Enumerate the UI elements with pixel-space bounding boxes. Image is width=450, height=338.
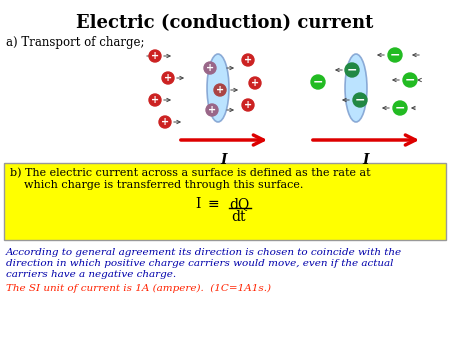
- Text: −: −: [405, 73, 415, 87]
- Text: −: −: [313, 75, 323, 89]
- Text: +: +: [164, 73, 172, 83]
- Circle shape: [403, 73, 417, 87]
- Text: dQ: dQ: [229, 197, 249, 211]
- Text: +: +: [208, 105, 216, 115]
- Circle shape: [311, 75, 325, 89]
- Text: −: −: [390, 48, 400, 62]
- Text: carriers have a negative charge.: carriers have a negative charge.: [6, 270, 176, 279]
- Text: direction in which positive charge carriers would move, even if the actual: direction in which positive charge carri…: [6, 259, 393, 268]
- Text: +: +: [251, 78, 259, 88]
- FancyBboxPatch shape: [4, 163, 446, 240]
- Text: +: +: [244, 55, 252, 65]
- Text: +: +: [244, 100, 252, 110]
- Circle shape: [345, 63, 359, 77]
- Text: −: −: [395, 101, 405, 115]
- Text: +: +: [151, 51, 159, 61]
- Text: +: +: [151, 95, 159, 105]
- Circle shape: [242, 99, 254, 111]
- Text: I: I: [221, 153, 227, 167]
- Text: I $\equiv$: I $\equiv$: [194, 195, 220, 211]
- Circle shape: [162, 72, 174, 84]
- Text: Electric (conduction) current: Electric (conduction) current: [76, 14, 373, 32]
- Text: +: +: [161, 117, 169, 127]
- Circle shape: [249, 77, 261, 89]
- Ellipse shape: [207, 54, 229, 122]
- Text: a) Transport of charge;: a) Transport of charge;: [6, 36, 144, 49]
- Circle shape: [206, 104, 218, 116]
- Circle shape: [353, 93, 367, 107]
- Circle shape: [159, 116, 171, 128]
- Ellipse shape: [345, 54, 367, 122]
- Circle shape: [393, 101, 407, 115]
- Text: The SI unit of current is 1A (ampere).  (1C=1A1s.): The SI unit of current is 1A (ampere). (…: [6, 284, 271, 293]
- Text: +: +: [206, 63, 214, 73]
- Text: b) The electric current across a surface is defined as the rate at: b) The electric current across a surface…: [10, 168, 371, 178]
- Text: −: −: [355, 94, 365, 106]
- Circle shape: [388, 48, 402, 62]
- Circle shape: [242, 54, 254, 66]
- Circle shape: [214, 84, 226, 96]
- Circle shape: [149, 50, 161, 62]
- Text: dt: dt: [232, 210, 246, 224]
- Text: −: −: [347, 64, 357, 76]
- Text: I: I: [363, 153, 369, 167]
- Text: which charge is transferred through this surface.: which charge is transferred through this…: [10, 180, 303, 190]
- Text: According to general agreement its direction is chosen to coincide with the: According to general agreement its direc…: [6, 248, 402, 257]
- Text: +: +: [216, 85, 224, 95]
- Circle shape: [204, 62, 216, 74]
- Circle shape: [149, 94, 161, 106]
